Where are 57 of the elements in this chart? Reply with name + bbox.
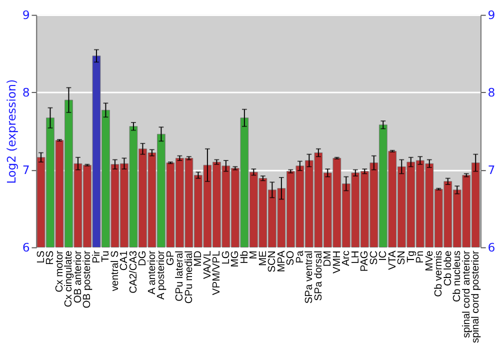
x-tick-label: SO	[286, 250, 297, 266]
x-tick-label: ventral S	[110, 250, 121, 292]
x-tick-label: VA/VL	[202, 250, 214, 279]
x-tick-label: DG	[138, 250, 149, 266]
x-tick-label: CA2/CA3	[128, 250, 140, 294]
x-tick-label: MVe	[424, 250, 436, 272]
y2-tick-label: 8	[488, 86, 496, 100]
x-tick-label: spinal cord posterior	[470, 250, 482, 343]
x-tick-label: RS	[45, 250, 56, 265]
y-axis-title: Log2 (expression)	[4, 79, 18, 184]
x-tick-label: Pa	[294, 250, 306, 264]
x-tick-label: LG	[220, 250, 232, 264]
x-tick-label: MG	[230, 250, 242, 268]
x-tick-label: spinal cord anterior	[461, 250, 472, 338]
y-tick-label: 7	[22, 163, 30, 178]
x-tick-label: Cb lobe	[442, 250, 454, 286]
x-tick-label: CPu lateral	[174, 250, 186, 302]
x-tick-label: LH	[350, 250, 362, 264]
x-tick-label: Pn	[415, 250, 426, 264]
x-tick-label: SC	[368, 250, 380, 265]
x-tick-label: Cb vermis	[434, 250, 445, 297]
y2-tick-label: 7	[488, 163, 496, 178]
x-tick-label: Pir	[91, 250, 102, 264]
x-tick-label: A anterior	[146, 250, 158, 295]
x-tick-label: Tu	[100, 250, 112, 262]
y2-tick-label: 9	[488, 8, 496, 22]
x-tick-label: VTA	[387, 250, 398, 270]
x-tick-label: PAG	[360, 250, 371, 272]
x-tick-label: OB anterior	[72, 250, 84, 304]
x-tick-label: SN	[396, 250, 408, 265]
x-tick-label: M	[248, 250, 260, 260]
x-tick-label: VMH	[332, 250, 343, 274]
x-tick-label: GP	[165, 250, 176, 266]
x-tick-label: DM	[322, 250, 334, 267]
x-tick-label: ME	[258, 250, 269, 266]
x-tick-label: SPa ventral	[304, 250, 316, 304]
x-tick-label: Hb	[239, 250, 250, 264]
y-tick-label: 6	[22, 240, 30, 255]
x-tick-label: Arc	[341, 250, 352, 266]
x-tick-label: Cx cingulate	[64, 250, 75, 308]
y2-tick-label: 6	[488, 240, 496, 255]
y-tick-label: 8	[22, 86, 30, 100]
x-tick-label: Cx motor	[54, 250, 66, 292]
x-tick-label: CA1	[119, 250, 130, 271]
x-tick-label: SCN	[267, 250, 278, 272]
x-tick-label: VPM/VPL	[212, 250, 223, 296]
y-tick-label: 9	[22, 8, 30, 22]
x-tick-label: LS	[36, 250, 47, 264]
x-tick-label: OB posterior	[82, 250, 94, 308]
x-tick-label: A posterior	[156, 250, 168, 300]
x-tick-label: SPa dorsal	[313, 250, 324, 301]
x-tick-label: MPA	[276, 250, 288, 272]
x-tick-label: CPu medial	[184, 250, 195, 304]
x-tick-label: MD	[193, 250, 204, 267]
x-tick-label: IC	[378, 250, 390, 261]
x-tick-label: Tg	[406, 250, 417, 263]
x-tick-label: Cb nucleus	[452, 250, 464, 302]
